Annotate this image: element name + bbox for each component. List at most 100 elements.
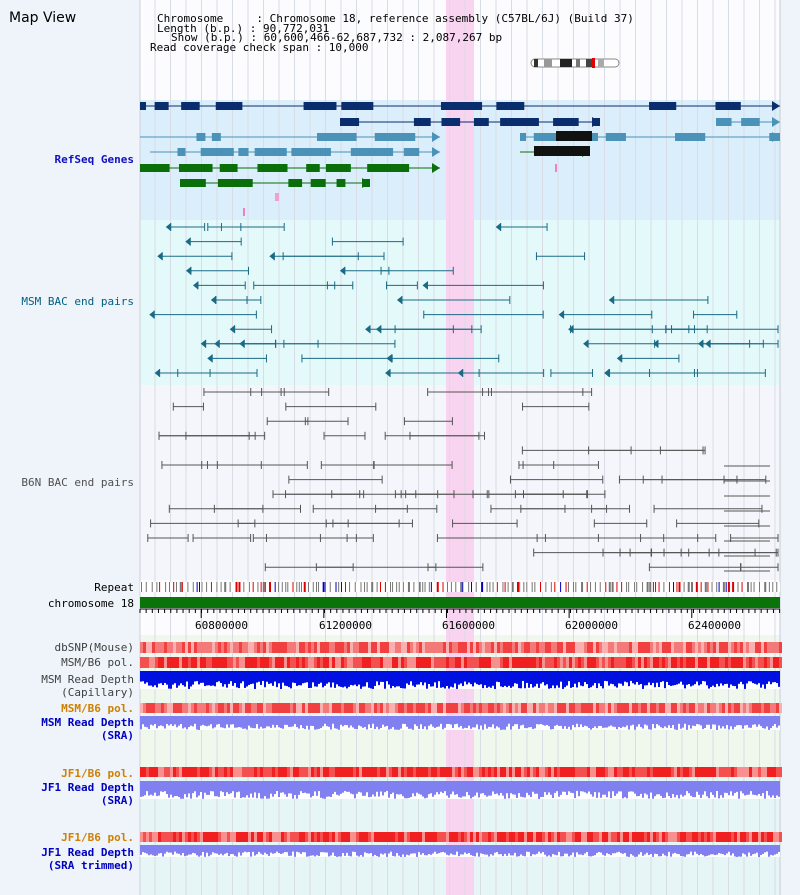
read-depth-bar — [468, 781, 470, 796]
polymorphism-cell — [767, 657, 770, 668]
track-label-jf1-depth-trimmed[interactable]: JF1 Read Depth (SRA trimmed) — [41, 846, 134, 872]
chromosome-ideogram[interactable] — [530, 53, 620, 68]
repeat-element — [676, 582, 678, 592]
polymorphism-cell — [278, 703, 281, 713]
polymorphism-cell — [647, 767, 650, 777]
read-depth-bar — [394, 845, 396, 857]
read-depth-bar — [172, 716, 174, 727]
track-label-jf1-depth-sra[interactable]: JF1 Read Depth (SRA) — [41, 781, 134, 807]
read-depth-bar — [276, 781, 278, 792]
track-label-msm-bac[interactable]: MSM BAC end pairs — [21, 295, 134, 308]
polymorphism-cell — [605, 832, 608, 842]
read-depth-bar — [510, 671, 512, 688]
read-depth-bar — [674, 781, 676, 798]
polymorphism-cell — [383, 703, 386, 713]
read-depth-bar — [380, 781, 382, 792]
polymorphism-cell — [752, 642, 755, 653]
polymorphism-cell — [737, 642, 740, 653]
polymorphism-cell — [587, 767, 590, 777]
read-depth-bar — [732, 671, 734, 686]
read-depth-bar — [622, 845, 624, 854]
track-label-repeat[interactable]: Repeat — [94, 581, 134, 594]
gene-exon — [374, 133, 416, 141]
polymorphism-cell — [464, 642, 467, 653]
read-depth-bar — [270, 671, 272, 684]
read-depth-bar — [590, 716, 592, 730]
track-label-msm-depth-capillary[interactable]: MSM Read Depth (Capillary) — [41, 673, 134, 699]
repeat-element — [608, 582, 611, 592]
read-depth-bar — [280, 845, 282, 854]
read-depth-bar — [386, 845, 388, 857]
gene-exon — [520, 133, 527, 141]
polymorphism-cell — [530, 703, 533, 713]
read-depth-bar — [326, 671, 328, 684]
polymorphism-cell — [380, 767, 383, 777]
polymorphism-cell — [599, 767, 602, 777]
read-depth-bar — [226, 716, 228, 725]
polymorphism-cell — [608, 642, 611, 653]
read-depth-bar — [514, 781, 516, 795]
read-depth-bar — [644, 671, 646, 686]
polymorphism-cell — [410, 642, 413, 653]
repeat-element — [550, 582, 552, 592]
polymorphism-cell — [470, 832, 473, 842]
read-depth-bar — [490, 781, 492, 796]
read-depth-bar — [338, 671, 340, 687]
track-label-msm-depth-sra[interactable]: MSM Read Depth (SRA) — [41, 716, 134, 742]
read-depth-bar — [678, 845, 680, 855]
read-depth-bar — [218, 716, 220, 724]
read-depth-bar — [554, 845, 556, 855]
read-depth-bar — [220, 716, 222, 728]
polymorphism-cell — [248, 832, 251, 842]
read-depth-bar — [778, 845, 780, 852]
track-label-chromosome[interactable]: chromosome 18 — [47, 597, 134, 610]
polymorphism-cell — [722, 767, 725, 777]
read-depth-bar — [184, 716, 186, 728]
polymorphism-cell — [698, 657, 701, 668]
track-label-refseq[interactable]: RefSeq Genes — [54, 153, 134, 166]
polymorphism-cell — [380, 703, 383, 713]
read-depth-bar — [746, 781, 748, 795]
read-depth-bar — [148, 716, 150, 730]
read-depth-bar — [298, 716, 300, 729]
polymorphism-cell — [176, 657, 179, 668]
repeat-element — [658, 582, 660, 592]
track-label-jf1-b6-pol-2[interactable]: JF1/B6 pol. — [61, 831, 134, 844]
bac-end-arrow — [207, 354, 213, 363]
polymorphism-cell — [398, 657, 401, 668]
polymorphism-cell — [467, 832, 470, 842]
polymorphism-cell — [608, 657, 611, 668]
polymorphism-cell — [422, 703, 425, 713]
polymorphism-cell — [755, 832, 758, 842]
polymorphism-cell — [626, 642, 629, 653]
read-depth-bar — [614, 781, 616, 796]
track-label-b6n-bac[interactable]: B6N BAC end pairs — [21, 476, 134, 489]
polymorphism-cell — [635, 832, 638, 842]
polymorphism-cell — [566, 767, 569, 777]
polymorphism-cell — [428, 832, 431, 842]
read-depth-bar — [600, 671, 602, 687]
read-depth-bar — [580, 845, 582, 855]
read-depth-bar — [248, 716, 250, 726]
track-label-msm-b6-pol-2[interactable]: MSM/B6 pol. — [61, 702, 134, 715]
gene-exon — [533, 133, 568, 141]
read-depth-bar — [326, 781, 328, 797]
polymorphism-cell — [404, 767, 407, 777]
track-label-msm-b6-pol[interactable]: MSM/B6 pol. — [61, 656, 134, 669]
read-depth-bar — [222, 716, 224, 728]
read-depth-bar — [732, 845, 734, 854]
polymorphism-cell — [155, 703, 158, 713]
track-label-jf1-b6-pol[interactable]: JF1/B6 pol. — [61, 767, 134, 780]
polymorphism-cell — [395, 642, 398, 653]
track-label-dbsnp[interactable]: dbSNP(Mouse) — [54, 641, 134, 654]
read-depth-bar — [566, 845, 568, 854]
polymorphism-cell — [449, 832, 452, 842]
read-depth-bar — [384, 716, 386, 727]
repeat-element — [700, 582, 702, 592]
read-depth-bar — [376, 671, 378, 682]
polymorphism-cell — [776, 703, 779, 713]
read-depth-bar — [524, 845, 526, 857]
polymorphism-cell — [539, 767, 542, 777]
